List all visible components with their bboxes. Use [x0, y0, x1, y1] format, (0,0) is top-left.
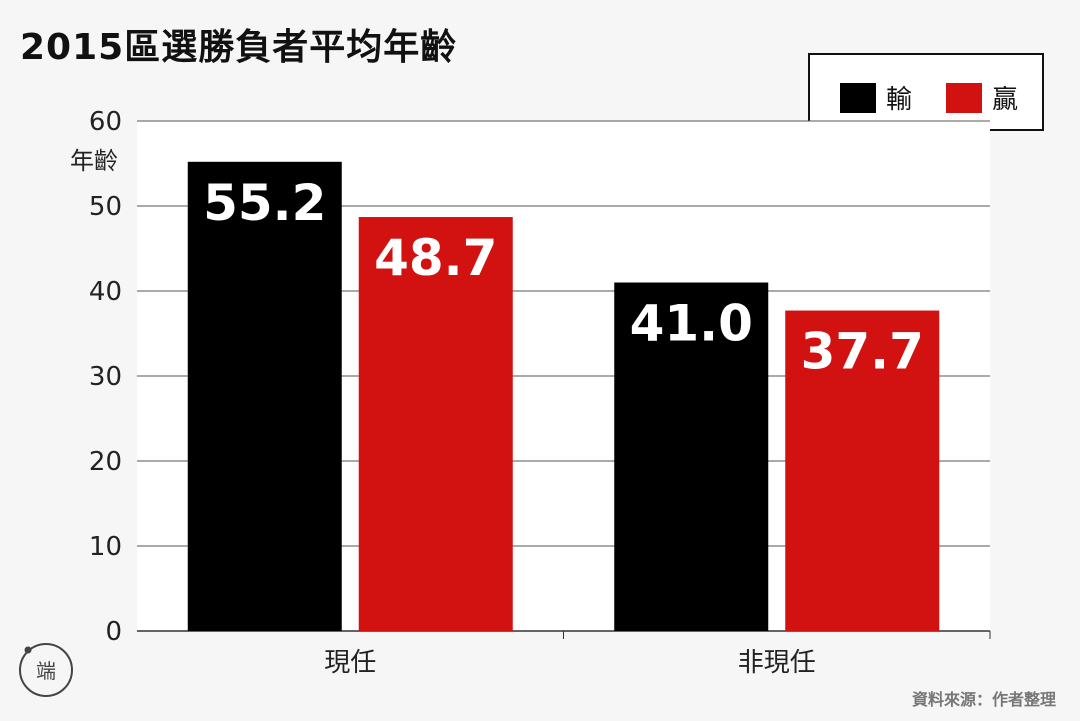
logo-text: 端	[36, 659, 56, 683]
y-tick-label: 30	[89, 362, 122, 392]
bar	[358, 217, 513, 632]
bar	[785, 310, 940, 631]
legend: 輸 贏	[808, 53, 1044, 131]
y-tick-label: 40	[89, 277, 122, 307]
bar	[187, 161, 342, 632]
legend-item-lose: 輸	[840, 79, 912, 116]
y-tick-label: 10	[89, 532, 122, 562]
source-note: 資料來源：作者整理	[911, 690, 1056, 709]
legend-label-lose: 輸	[886, 85, 913, 115]
data-label: 41.0	[630, 295, 753, 353]
y-tick-label: 60	[89, 107, 122, 137]
logo-icon: 端	[16, 640, 76, 700]
x-tick-label: 現任	[324, 648, 376, 678]
y-tick-label: 20	[89, 447, 122, 477]
legend-item-win: 贏	[946, 79, 1018, 116]
y-tick-label: 0	[105, 617, 122, 647]
legend-label-win: 贏	[992, 85, 1019, 115]
y-tick-label: 50	[89, 192, 122, 222]
data-label: 37.7	[801, 323, 924, 381]
x-tick-label: 非現任	[738, 648, 816, 678]
data-label: 55.2	[203, 174, 326, 232]
legend-swatch-lose	[840, 82, 876, 113]
data-label: 48.7	[374, 229, 497, 287]
y-axis-label: 年齡	[70, 147, 118, 175]
bar	[614, 282, 769, 631]
plot-area	[137, 121, 990, 631]
legend-swatch-win	[946, 82, 982, 113]
chart-title: 2015區選勝負者平均年齡	[20, 27, 458, 68]
